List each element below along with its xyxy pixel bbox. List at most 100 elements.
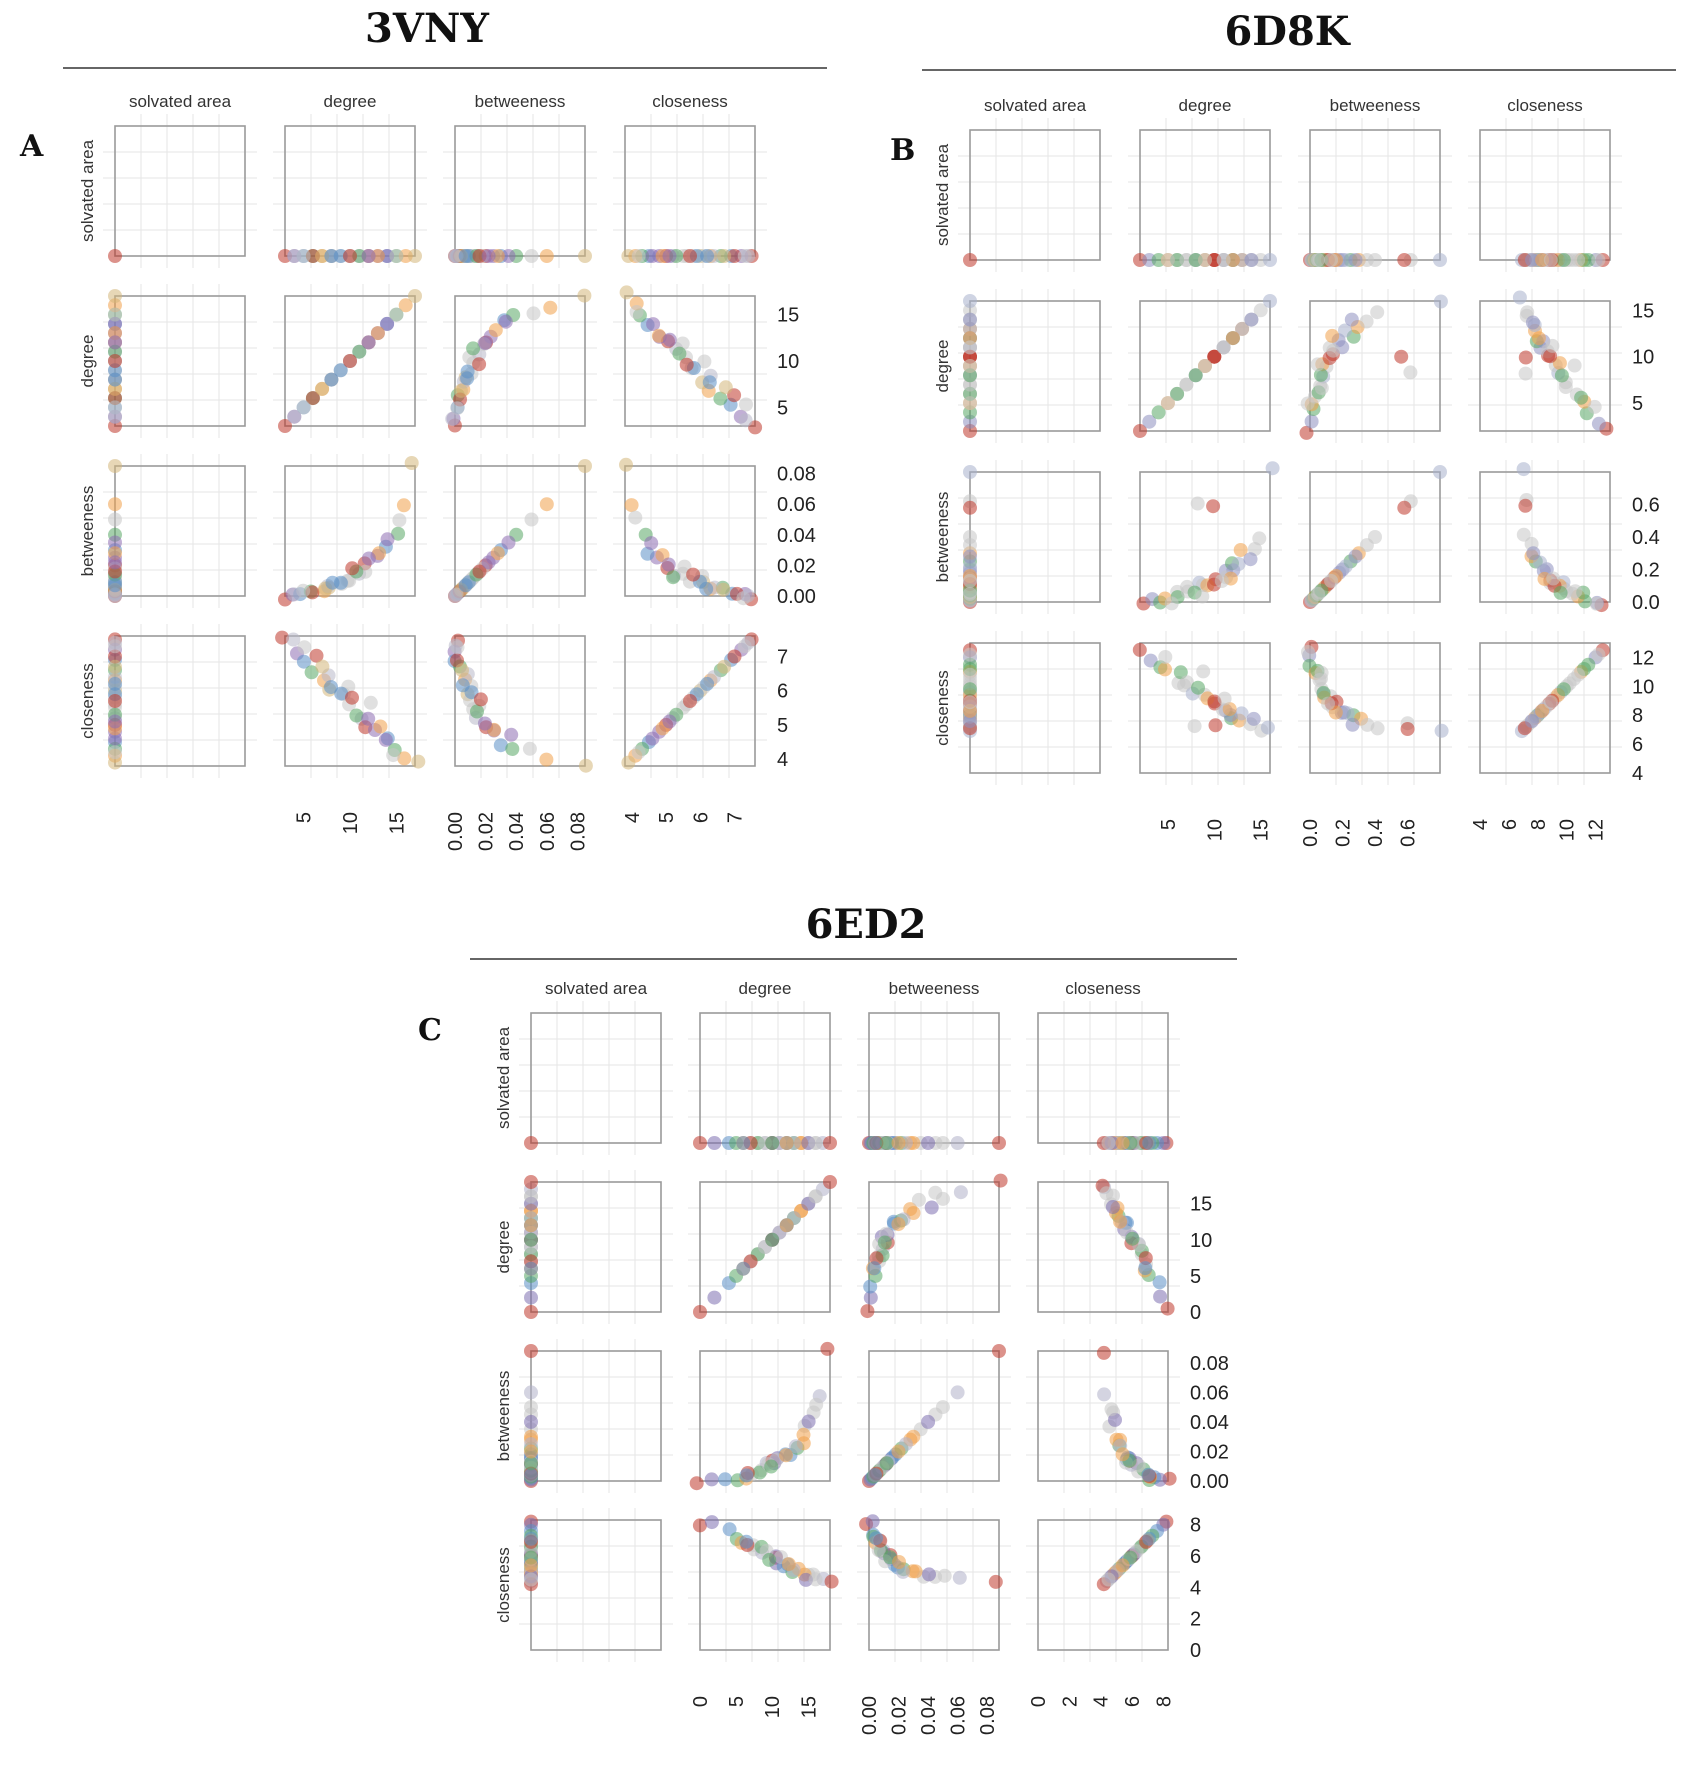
scatter-point (458, 578, 473, 593)
scatter-point (808, 1572, 823, 1587)
y-tick-label-closeness: 6 (1632, 734, 1643, 756)
cell-frame (454, 465, 586, 597)
scatter-point (963, 549, 977, 564)
scatter-point (738, 413, 753, 428)
cell-degree-vs-betweeness (1298, 289, 1452, 443)
y-tick-label-betweeness: 0.08 (1190, 1353, 1229, 1375)
scatter-point (522, 741, 537, 756)
cell-frame (868, 1012, 1000, 1144)
scatter-point (867, 1468, 882, 1483)
scatter-point (1433, 253, 1447, 267)
cell-frame (530, 1519, 662, 1651)
cell-betweeness-vs-degree (688, 1339, 842, 1493)
scatter-point (524, 1290, 538, 1305)
cell-frame (1037, 1519, 1169, 1651)
scatter-point (398, 298, 413, 313)
scatter-point (304, 665, 319, 680)
x-tick-label-betweeness: 0.4 (1365, 819, 1387, 847)
scatter-point (524, 1456, 538, 1471)
scatter-point (621, 755, 636, 770)
cell-frame (969, 471, 1101, 603)
scatter-point (1394, 349, 1409, 364)
scatter-point (1170, 386, 1185, 401)
scatter-point (1263, 294, 1277, 308)
cell-frame (1139, 642, 1271, 774)
scatter-point (619, 285, 634, 300)
row-label-closeness: closeness (78, 663, 97, 739)
scatter-point (781, 1557, 796, 1572)
scatter-point (108, 409, 122, 424)
y-tick-label-degree: 15 (1632, 300, 1654, 322)
scatter-point (343, 249, 357, 263)
x-tick-label-closeness: 12 (1586, 819, 1608, 841)
cell-frame (530, 1012, 662, 1144)
x-tick-label-closeness: 4 (622, 812, 644, 823)
scatter-point (704, 1472, 719, 1487)
cell-frame (530, 1181, 662, 1313)
scatter-point (108, 676, 122, 691)
scatter-point (963, 559, 977, 574)
scatter-point (108, 745, 122, 760)
scatter-point (963, 312, 977, 327)
scatter-point (343, 354, 357, 368)
scatter-point (1179, 377, 1194, 392)
scatter-point (524, 1400, 538, 1415)
cell-frame (868, 1350, 1000, 1482)
scatter-point (686, 567, 701, 582)
cell-frame (284, 635, 416, 767)
scatter-point (693, 1136, 707, 1150)
scatter-point (389, 307, 404, 322)
scatter-point (1225, 331, 1240, 346)
scatter-point (1187, 719, 1202, 734)
scatter-point (361, 551, 376, 566)
scatter-point (370, 326, 385, 341)
cell-frame (1479, 300, 1611, 432)
scatter-point (315, 659, 330, 674)
scatter-point (349, 708, 364, 723)
scatter-point (646, 317, 661, 332)
scatter-point (662, 332, 677, 347)
scatter-point (628, 510, 643, 525)
scatter-point (1214, 574, 1229, 588)
scatter-point (1433, 465, 1447, 479)
scatter-point (963, 714, 977, 728)
y-tick-label-betweeness: 0.06 (777, 494, 816, 516)
scatter-point (1138, 1251, 1153, 1266)
scatter-point (524, 1572, 538, 1587)
scatter-point (752, 1465, 767, 1480)
y-tick-label-closeness: 7 (777, 647, 788, 669)
scatter-point (1546, 571, 1561, 586)
scatter-point (718, 380, 733, 395)
scatter-point (1525, 253, 1539, 267)
scatter-point (722, 1522, 737, 1537)
column-label-betweeness: betweeness (1330, 96, 1421, 115)
scatter-point (287, 587, 302, 602)
cell-betweeness-vs-closeness (613, 454, 767, 608)
scatter-point (1326, 343, 1341, 358)
scatter-point (863, 1290, 878, 1305)
scatter-point (645, 249, 660, 263)
scatter-point (373, 719, 388, 734)
scatter-point (526, 306, 541, 321)
scatter-point (286, 632, 301, 647)
scatter-point (683, 249, 697, 263)
scatter-point (1190, 496, 1205, 511)
scatter-point (1340, 706, 1355, 721)
y-tick-label-betweeness: 0.2 (1632, 560, 1660, 582)
cell-closeness-vs-closeness (613, 624, 767, 778)
x-tick-label-closeness: 6 (1499, 819, 1521, 830)
scatter-point (275, 630, 290, 645)
scatter-point (867, 1261, 882, 1276)
scatter-point (1311, 253, 1326, 267)
scatter-point (963, 647, 977, 662)
scatter-point (1104, 1402, 1119, 1417)
scatter-point (718, 1472, 733, 1487)
scatter-point (963, 682, 977, 697)
cell-frame (624, 465, 756, 597)
scatter-point (1097, 1387, 1112, 1402)
scatter-point (651, 328, 666, 343)
scatter-point (1158, 650, 1173, 664)
scatter-point (524, 1136, 538, 1150)
scatter-point (1400, 722, 1415, 736)
